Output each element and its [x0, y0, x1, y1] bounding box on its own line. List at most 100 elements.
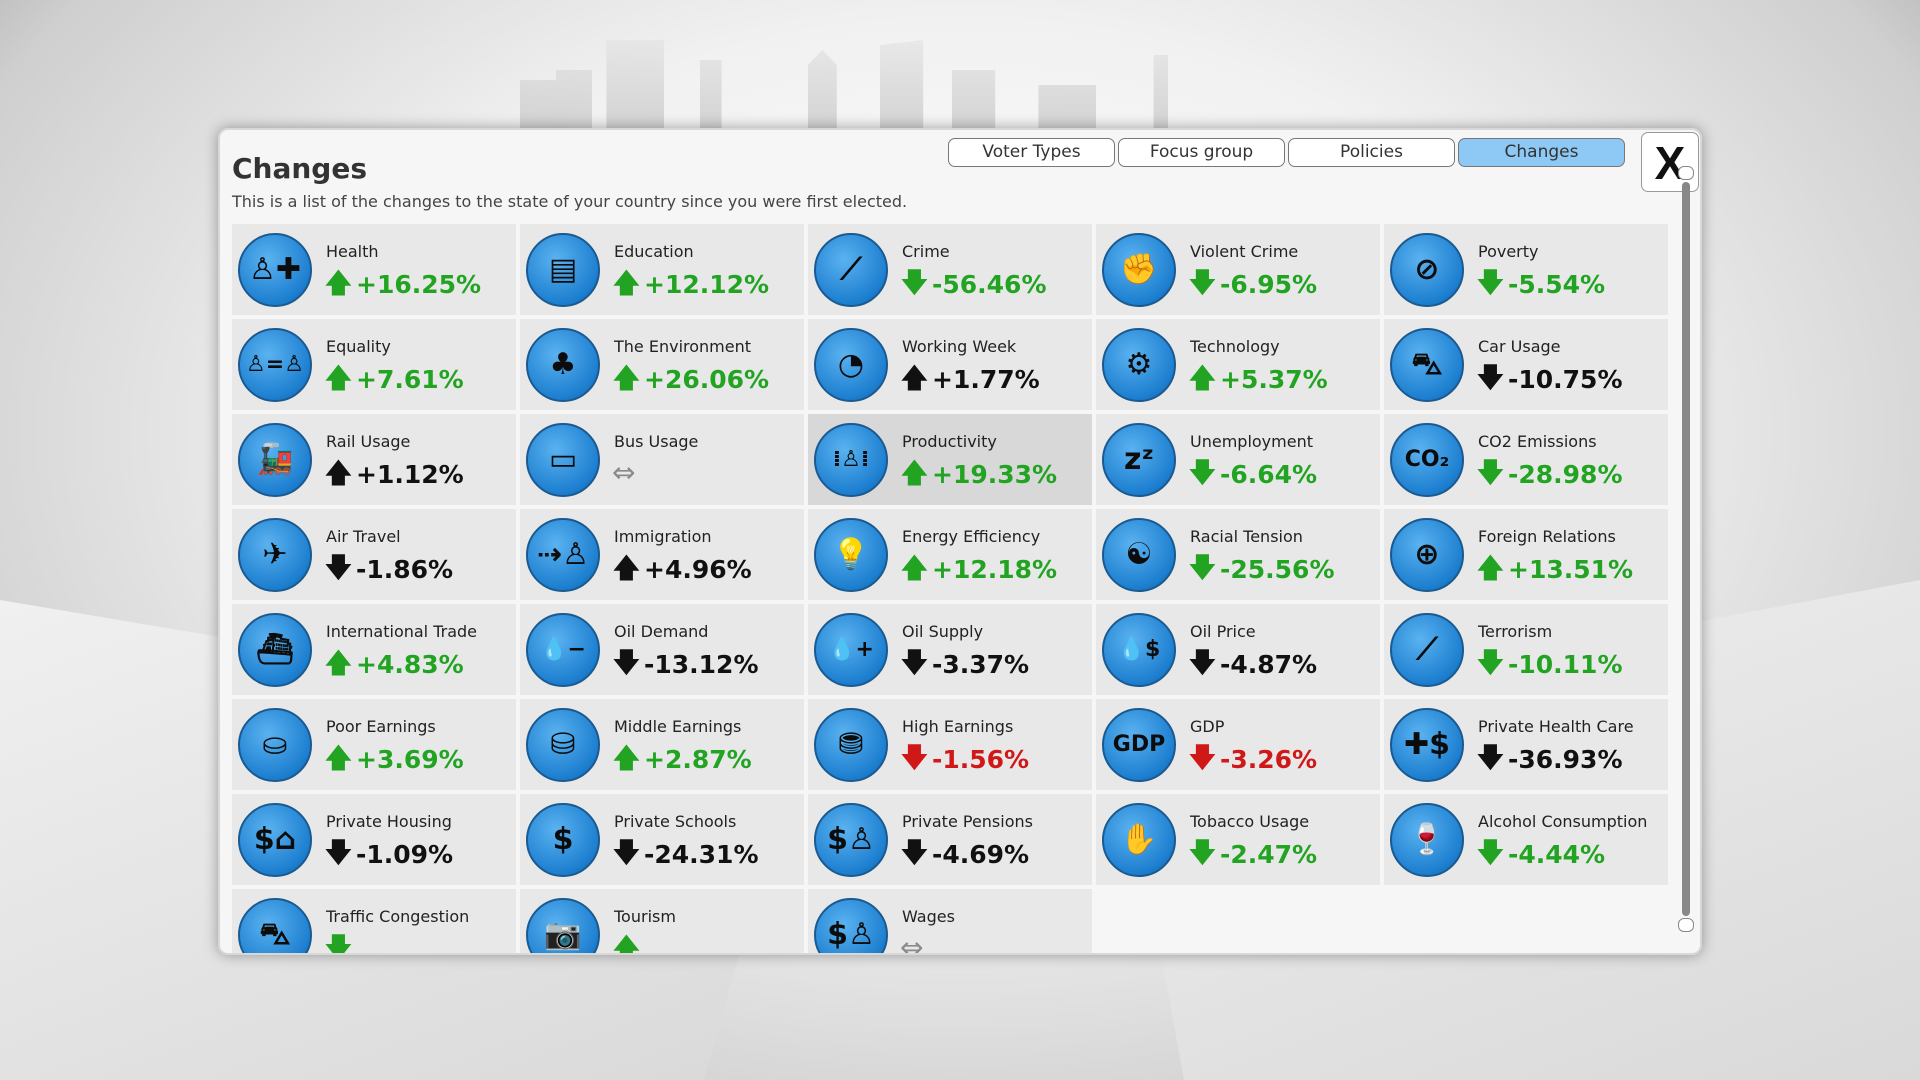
drop-plus-icon: 💧+ [814, 613, 888, 687]
change-item-energy-efficiency[interactable]: 💡 Energy Efficiency 🡅 +12.18% [808, 509, 1092, 600]
item-value: +16.25% [356, 270, 482, 299]
change-item-poverty[interactable]: ⊘ Poverty 🡇 -5.54% [1384, 224, 1668, 315]
item-label: Traffic Congestion [326, 907, 470, 926]
item-value: +1.12% [356, 460, 464, 489]
tab-bar: Voter Types Focus group Policies Changes [948, 138, 1625, 167]
change-item-immigration[interactable]: ⇢♙ Immigration 🡅 +4.96% [520, 509, 804, 600]
item-label: Energy Efficiency [902, 527, 1041, 546]
coins-low-icon: ⛀ [238, 708, 312, 782]
tab-voter-types[interactable]: Voter Types [948, 138, 1115, 167]
change-item-equality[interactable]: ♙=♙ Equality 🡅 +7.61% [232, 319, 516, 410]
tab-focus-group[interactable]: Focus group [1118, 138, 1285, 167]
change-item-air-travel[interactable]: ✈ Air Travel 🡇 -1.86% [232, 509, 516, 600]
arrow-down-icon: 🡇 [900, 741, 929, 774]
item-label: Poor Earnings [326, 717, 436, 736]
change-item-traffic-congestion[interactable]: ⛍ Traffic Congestion 🡇 [232, 889, 516, 955]
tab-policies[interactable]: Policies [1288, 138, 1455, 167]
change-item-rail-usage[interactable]: 🚂 Rail Usage 🡅 +1.12% [232, 414, 516, 505]
item-label: Oil Price [1190, 622, 1256, 641]
change-item-oil-price[interactable]: 💧$ Oil Price 🡇 -4.87% [1096, 604, 1380, 695]
arrow-down-icon: 🡇 [900, 836, 929, 869]
money-person-icon: $♙ [814, 898, 888, 953]
item-label: Private Housing [326, 812, 452, 831]
change-item-the-environment[interactable]: ♣ The Environment 🡅 +26.06% [520, 319, 804, 410]
tab-changes[interactable]: Changes [1458, 138, 1625, 167]
scroll-down-button[interactable] [1678, 918, 1694, 932]
item-value: -1.56% [932, 745, 1030, 774]
change-item-foreign-relations[interactable]: ⊕ Foreign Relations 🡅 +13.51% [1384, 509, 1668, 600]
change-item-private-schools[interactable]: $ Private Schools 🡇 -24.31% [520, 794, 804, 885]
change-item-co2-emissions[interactable]: CO₂ CO2 Emissions 🡇 -28.98% [1384, 414, 1668, 505]
arrow-down-icon: 🡇 [1476, 456, 1505, 489]
change-item-violent-crime[interactable]: ✊ Violent Crime 🡇 -6.95% [1096, 224, 1380, 315]
item-label: Private Pensions [902, 812, 1033, 831]
scrollbar-thumb[interactable] [1682, 182, 1690, 916]
item-label: Crime [902, 242, 950, 261]
change-item-crime[interactable]: ⟋ Crime 🡇 -56.46% [808, 224, 1092, 315]
drop-dollar-icon: 💧$ [1102, 613, 1176, 687]
item-value: -56.46% [932, 270, 1047, 299]
change-item-private-health-care[interactable]: ✚$ Private Health Care 🡇 -36.93% [1384, 699, 1668, 790]
bomb-icon: ⟋ [1390, 613, 1464, 687]
yin-yang-icon: ☯ [1102, 518, 1176, 592]
change-item-oil-supply[interactable]: 💧+ Oil Supply 🡇 -3.37% [808, 604, 1092, 695]
change-item-bus-usage[interactable]: ▭ Bus Usage ⇔ [520, 414, 804, 505]
item-value: -10.75% [1508, 365, 1623, 394]
change-item-high-earnings[interactable]: ⛃ High Earnings 🡇 -1.56% [808, 699, 1092, 790]
change-item-racial-tension[interactable]: ☯ Racial Tension 🡇 -25.56% [1096, 509, 1380, 600]
item-label: Foreign Relations [1478, 527, 1616, 546]
close-button[interactable]: X [1641, 132, 1699, 192]
arrow-up-icon: 🡅 [324, 741, 353, 774]
item-value: -2.47% [1220, 840, 1318, 869]
change-item-tourism[interactable]: 📷 Tourism 🡅 [520, 889, 804, 955]
change-item-middle-earnings[interactable]: ⛁ Middle Earnings 🡅 +2.87% [520, 699, 804, 790]
change-item-international-trade[interactable]: ⛴ International Trade 🡅 +4.83% [232, 604, 516, 695]
change-item-technology[interactable]: ⚙ Technology 🡅 +5.37% [1096, 319, 1380, 410]
cars-icon: ⛍ [238, 898, 312, 953]
change-item-education[interactable]: ▤ Education 🡅 +12.12% [520, 224, 804, 315]
change-item-terrorism[interactable]: ⟋ Terrorism 🡇 -10.11% [1384, 604, 1668, 695]
change-item-health[interactable]: ♙✚ Health 🡅 +16.25% [232, 224, 516, 315]
change-item-wages[interactable]: $♙ Wages ⇔ [808, 889, 1092, 953]
arrow-down-icon: 🡇 [1188, 836, 1217, 869]
change-item-private-pensions[interactable]: $♙ Private Pensions 🡇 -4.69% [808, 794, 1092, 885]
change-item-gdp[interactable]: GDP GDP 🡇 -3.26% [1096, 699, 1380, 790]
arrow-up-icon: 🡅 [612, 931, 641, 955]
arrow-up-icon: 🡅 [1188, 361, 1217, 394]
item-label: High Earnings [902, 717, 1014, 736]
item-label: Unemployment [1190, 432, 1313, 451]
item-value: +1.77% [932, 365, 1040, 394]
item-label: Private Health Care [1478, 717, 1634, 736]
computer-icon: ⚙ [1102, 328, 1176, 402]
sleeping-person-icon: zᶻ [1102, 423, 1176, 497]
arrow-down-icon: 🡇 [324, 836, 353, 869]
change-item-working-week[interactable]: ◔ Working Week 🡅 +1.77% [808, 319, 1092, 410]
arrow-down-icon: 🡇 [324, 931, 353, 955]
item-label: Middle Earnings [614, 717, 742, 736]
item-label: CO2 Emissions [1478, 432, 1597, 451]
scroll-up-button[interactable] [1678, 166, 1694, 180]
change-item-tobacco-usage[interactable]: ✋ Tobacco Usage 🡇 -2.47% [1096, 794, 1380, 885]
scrollbar[interactable] [1678, 166, 1694, 932]
change-item-alcohol-consumption[interactable]: 🍷 Alcohol Consumption 🡇 -4.44% [1384, 794, 1668, 885]
arrow-up-icon: 🡅 [900, 456, 929, 489]
arrow-up-icon: 🡅 [612, 551, 641, 584]
change-item-productivity[interactable]: ⁞♙⁞ Productivity 🡅 +19.33% [808, 414, 1092, 505]
change-item-oil-demand[interactable]: 💧− Oil Demand 🡇 -13.12% [520, 604, 804, 695]
pension-dollar-icon: $♙ [814, 803, 888, 877]
change-item-car-usage[interactable]: ⛍ Car Usage 🡇 -10.75% [1384, 319, 1668, 410]
changes-panel: Changes This is a list of the changes to… [218, 128, 1702, 955]
item-value: -13.12% [644, 650, 759, 679]
item-value: +5.37% [1220, 365, 1328, 394]
house-dollar-icon: $⌂ [238, 803, 312, 877]
item-value: +3.69% [356, 745, 464, 774]
change-item-poor-earnings[interactable]: ⛀ Poor Earnings 🡅 +3.69% [232, 699, 516, 790]
item-label: GDP [1190, 717, 1225, 736]
change-item-private-housing[interactable]: $⌂ Private Housing 🡇 -1.09% [232, 794, 516, 885]
school-dollar-icon: $ [526, 803, 600, 877]
item-value: -1.09% [356, 840, 454, 869]
change-item-unemployment[interactable]: zᶻ Unemployment 🡇 -6.64% [1096, 414, 1380, 505]
person-arrows-icon: ⇢♙ [526, 518, 600, 592]
page-subtitle: This is a list of the changes to the sta… [232, 192, 908, 211]
arrow-down-icon: 🡇 [1188, 741, 1217, 774]
